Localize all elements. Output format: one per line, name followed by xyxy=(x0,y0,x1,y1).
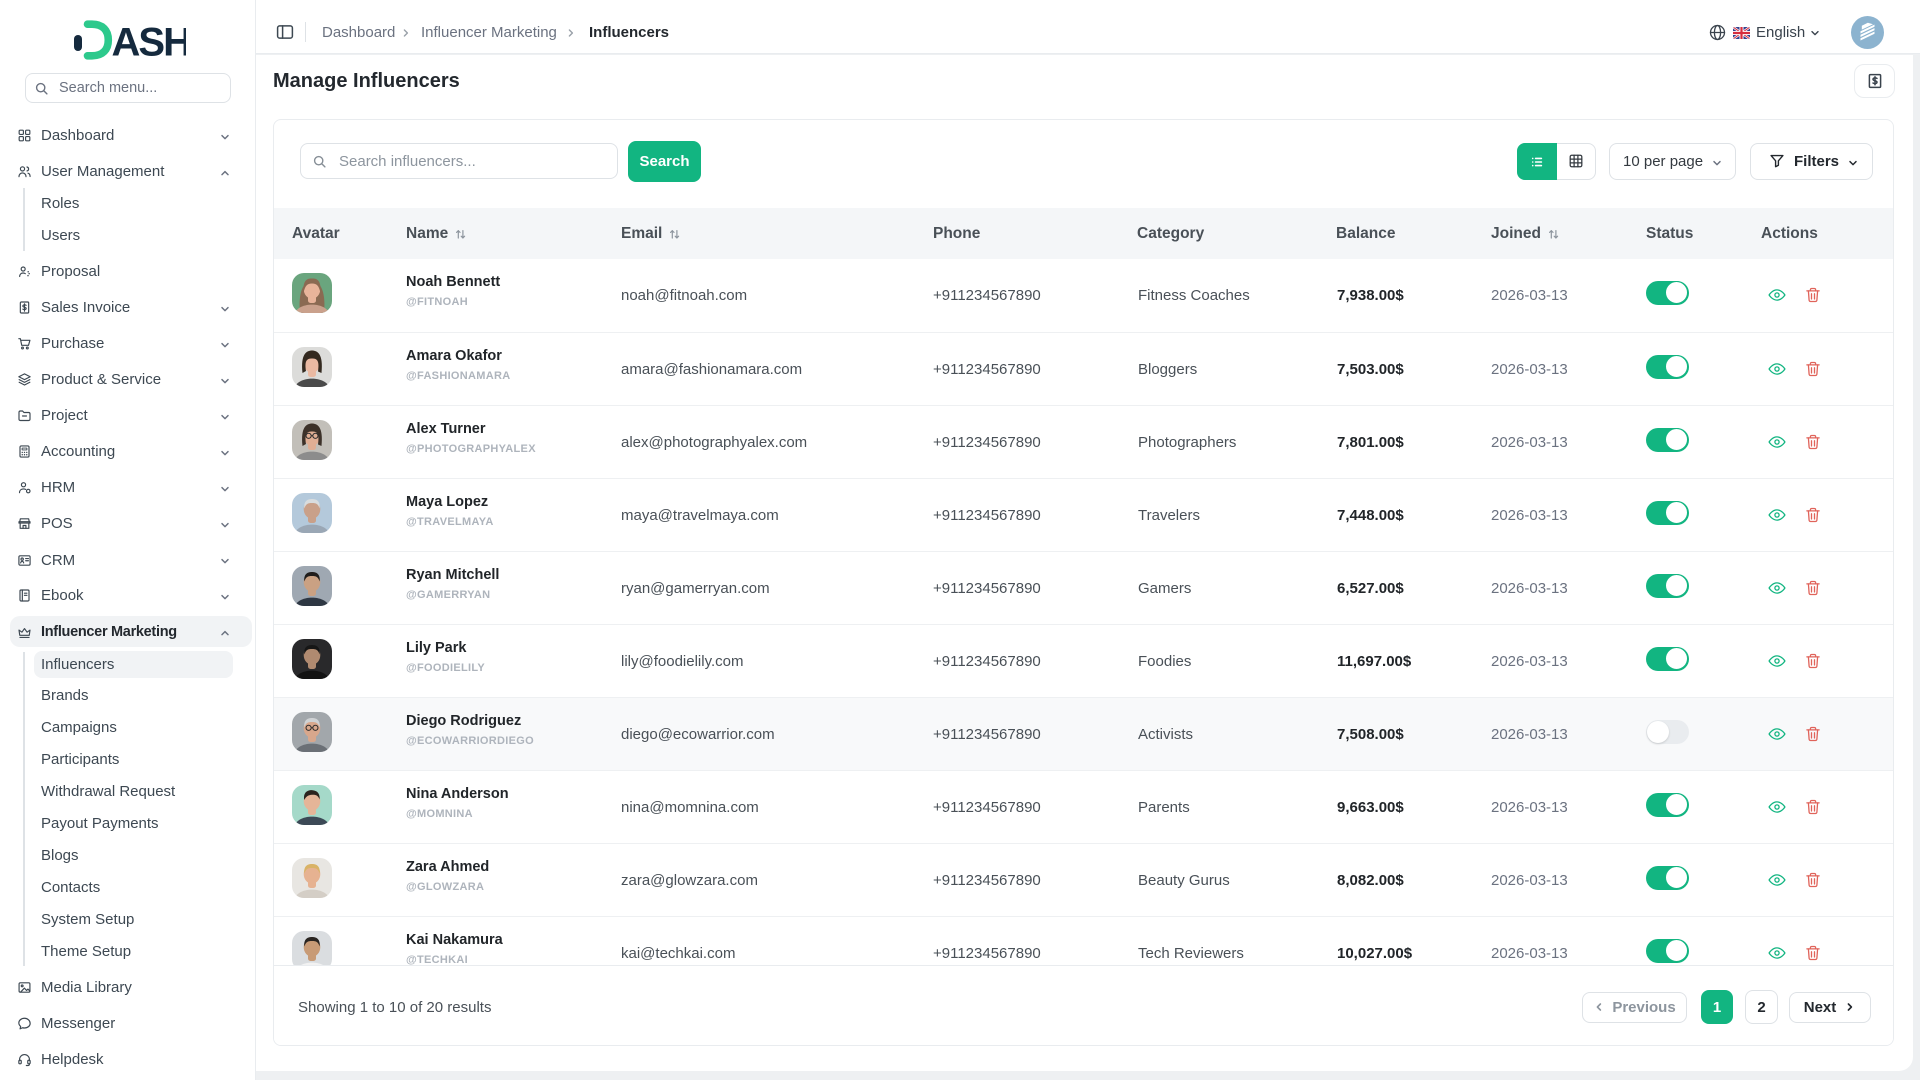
svg-text:ASH: ASH xyxy=(112,21,187,61)
